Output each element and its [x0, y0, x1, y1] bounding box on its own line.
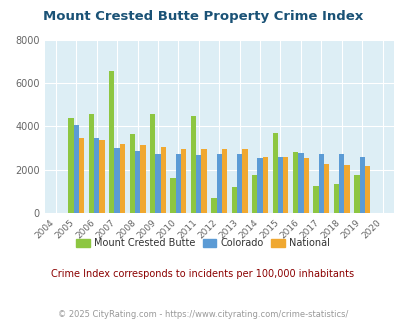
Bar [323, 164, 328, 213]
Bar [313, 186, 318, 213]
Bar [298, 153, 303, 213]
Bar [155, 154, 160, 213]
Bar [181, 149, 186, 213]
Bar [292, 152, 298, 213]
Bar [257, 158, 262, 213]
Bar [262, 156, 267, 213]
Bar [170, 178, 175, 213]
Bar [201, 149, 206, 213]
Bar [277, 156, 282, 213]
Bar [242, 149, 247, 213]
Bar [343, 165, 349, 213]
Bar [196, 155, 201, 213]
Bar [114, 148, 119, 213]
Bar [237, 154, 242, 213]
Bar [109, 71, 114, 213]
Bar [175, 154, 181, 213]
Legend: Mount Crested Butte, Colorado, National: Mount Crested Butte, Colorado, National [72, 234, 333, 252]
Bar [359, 156, 364, 213]
Bar [68, 117, 73, 213]
Bar [160, 147, 166, 213]
Bar [222, 149, 227, 213]
Bar [364, 166, 369, 213]
Bar [94, 138, 99, 213]
Text: Crime Index corresponds to incidents per 100,000 inhabitants: Crime Index corresponds to incidents per… [51, 269, 354, 279]
Bar [333, 183, 338, 213]
Bar [282, 156, 288, 213]
Bar [338, 154, 343, 213]
Bar [134, 151, 140, 213]
Text: Mount Crested Butte Property Crime Index: Mount Crested Butte Property Crime Index [43, 10, 362, 23]
Bar [150, 114, 155, 213]
Bar [353, 175, 359, 213]
Bar [252, 175, 257, 213]
Bar [79, 138, 84, 213]
Bar [318, 154, 323, 213]
Bar [211, 198, 216, 213]
Bar [73, 125, 79, 213]
Bar [119, 144, 125, 213]
Bar [303, 158, 308, 213]
Bar [231, 187, 237, 213]
Text: © 2025 CityRating.com - https://www.cityrating.com/crime-statistics/: © 2025 CityRating.com - https://www.city… [58, 310, 347, 319]
Bar [190, 116, 196, 213]
Bar [99, 140, 104, 213]
Bar [216, 154, 222, 213]
Bar [272, 133, 277, 213]
Bar [140, 145, 145, 213]
Bar [129, 134, 134, 213]
Bar [89, 114, 94, 213]
